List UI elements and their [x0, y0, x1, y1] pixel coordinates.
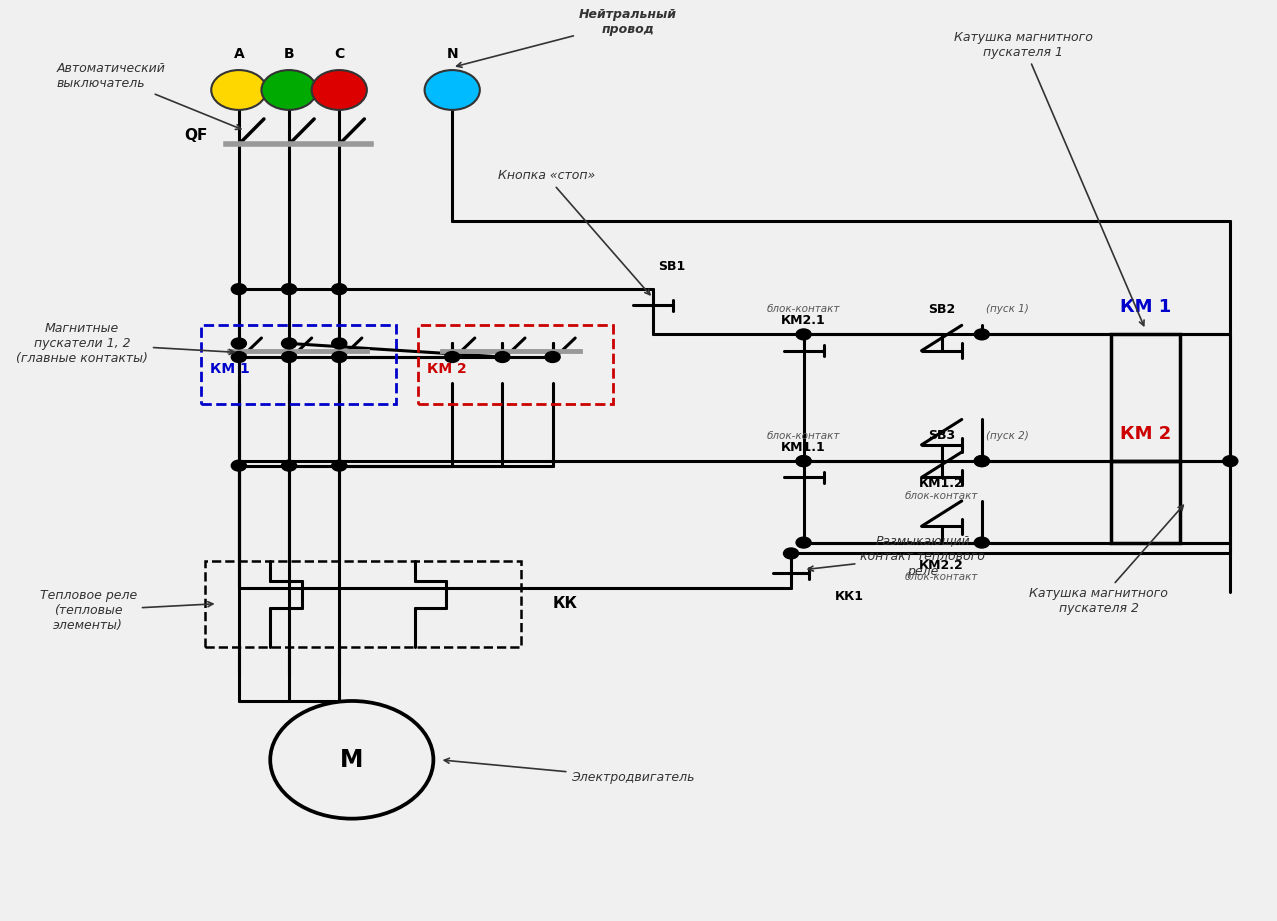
Text: Нейтральный
провод: Нейтральный провод: [457, 7, 677, 67]
Bar: [206, 561, 521, 647]
Circle shape: [231, 338, 246, 349]
Text: КК: КК: [553, 596, 577, 612]
Circle shape: [796, 537, 811, 548]
Text: Катушка магнитного
пускателя 2: Катушка магнитного пускателя 2: [1029, 506, 1184, 615]
Text: A: A: [234, 47, 244, 61]
Text: Электродвигатель: Электродвигатель: [444, 758, 695, 785]
Circle shape: [974, 537, 990, 548]
Circle shape: [281, 352, 296, 363]
Text: SB3: SB3: [928, 429, 955, 442]
Circle shape: [974, 456, 990, 467]
Circle shape: [796, 329, 811, 340]
Text: блок-контакт: блок-контакт: [767, 304, 840, 314]
Circle shape: [281, 460, 296, 471]
Text: КМ 1: КМ 1: [1120, 298, 1171, 316]
Circle shape: [495, 352, 510, 363]
Circle shape: [231, 352, 246, 363]
Circle shape: [796, 456, 811, 467]
Circle shape: [444, 352, 460, 363]
Circle shape: [231, 284, 246, 295]
Text: КМ 2: КМ 2: [427, 362, 467, 377]
Text: (пуск 2): (пуск 2): [986, 431, 1028, 441]
Text: КК1: КК1: [835, 590, 865, 603]
Circle shape: [784, 548, 798, 559]
Text: КМ2.2: КМ2.2: [919, 559, 964, 572]
Text: C: C: [335, 47, 345, 61]
Text: N: N: [447, 47, 458, 61]
Text: Размыкающий
контакт теплового
реле: Размыкающий контакт теплового реле: [808, 535, 986, 577]
Text: (пуск 1): (пуск 1): [986, 304, 1028, 314]
Circle shape: [281, 338, 296, 349]
Text: Кнопка «стоп»: Кнопка «стоп»: [498, 169, 650, 295]
Text: М: М: [340, 748, 364, 772]
Text: Автоматический
выключатель: Автоматический выключатель: [57, 63, 241, 130]
Text: Магнитные
пускатели 1, 2
(главные контакты): Магнитные пускатели 1, 2 (главные контак…: [17, 322, 234, 365]
Text: QF: QF: [184, 128, 207, 143]
Circle shape: [974, 329, 990, 340]
Text: КМ 1: КМ 1: [209, 362, 250, 377]
Text: КМ 2: КМ 2: [1120, 425, 1171, 443]
Circle shape: [332, 338, 347, 349]
Circle shape: [332, 460, 347, 471]
Circle shape: [545, 352, 561, 363]
Circle shape: [796, 456, 811, 467]
Circle shape: [1223, 456, 1237, 467]
Text: КМ2.1: КМ2.1: [782, 314, 826, 327]
Text: КМ1.2: КМ1.2: [919, 477, 964, 490]
Circle shape: [262, 70, 317, 110]
Text: SB2: SB2: [928, 302, 955, 316]
Bar: [202, 325, 396, 404]
Circle shape: [332, 352, 347, 363]
Circle shape: [974, 456, 990, 467]
Circle shape: [312, 70, 366, 110]
Circle shape: [332, 284, 347, 295]
Text: блок-контакт: блок-контакт: [767, 431, 840, 441]
Bar: [1111, 334, 1180, 461]
Circle shape: [211, 70, 267, 110]
Text: Катушка магнитного
пускателя 1: Катушка магнитного пускателя 1: [954, 30, 1144, 326]
Text: SB1: SB1: [658, 260, 686, 273]
Text: блок-контакт: блок-контакт: [905, 572, 978, 582]
Text: КМ1.1: КМ1.1: [782, 441, 826, 454]
Bar: [1111, 461, 1180, 542]
Circle shape: [424, 70, 480, 110]
Text: блок-контакт: блок-контакт: [905, 491, 978, 500]
Circle shape: [281, 284, 296, 295]
Bar: [419, 325, 613, 404]
Circle shape: [231, 460, 246, 471]
Text: B: B: [283, 47, 295, 61]
Text: Тепловое реле
(тепловые
элементы): Тепловое реле (тепловые элементы): [40, 589, 213, 632]
